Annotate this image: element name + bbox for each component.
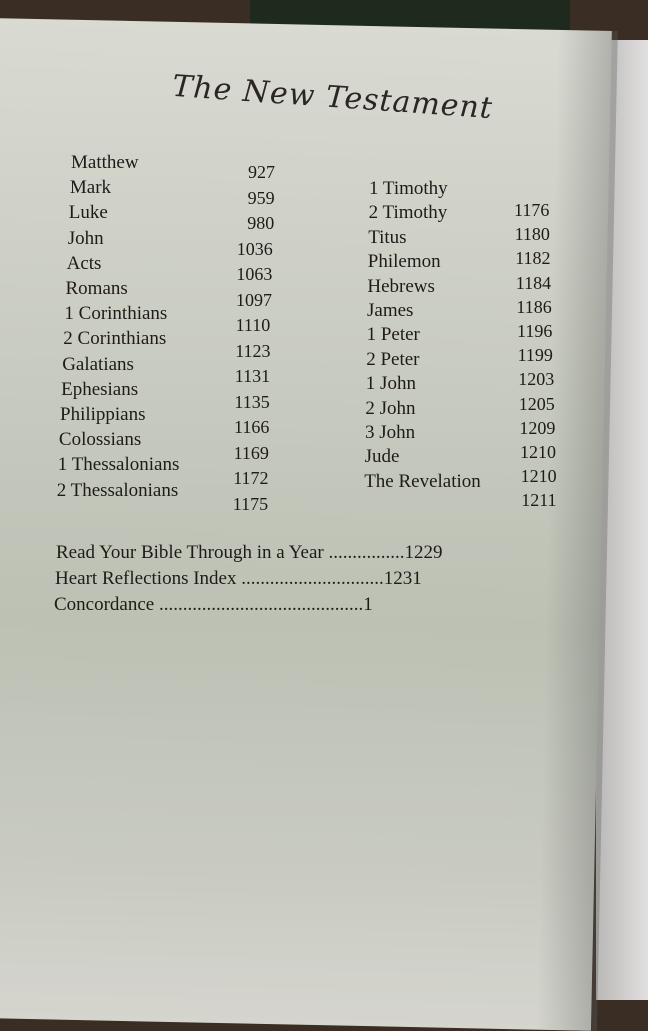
- toc-book-title: John: [67, 227, 104, 249]
- toc-book-title: Ephesians: [61, 378, 139, 400]
- toc-book-title: Philemon: [367, 251, 441, 273]
- index-entry: Heart Reflections Index ................…: [55, 568, 422, 589]
- toc-book-title: Luke: [68, 202, 108, 224]
- toc-book-title: Acts: [66, 252, 102, 274]
- toc-book-title: 1 Thessalonians: [57, 454, 180, 476]
- index-entry: Concordance ............................…: [54, 594, 373, 615]
- toc-book-title: Jude: [364, 446, 400, 468]
- page-title: The New Testament: [171, 68, 495, 127]
- toc-page-number: 927: [248, 162, 275, 182]
- toc-page-number: 1036: [236, 238, 273, 259]
- toc-page-number: 1063: [236, 264, 273, 284]
- toc-book-title: 3 John: [365, 422, 416, 443]
- toc-page-number: 1097: [236, 289, 272, 310]
- toc-book-title: 1 John: [365, 373, 416, 395]
- toc-page-number: 1203: [518, 369, 555, 390]
- toc-page-number: 1205: [518, 393, 555, 414]
- toc-page-number: 1172: [233, 468, 269, 488]
- toc-book-title: 1 Peter: [366, 324, 420, 346]
- toc-page-number: 1210: [520, 442, 556, 462]
- toc-book-title: Philippians: [60, 404, 146, 425]
- toc-page-number: 1175: [232, 493, 269, 514]
- toc-page-number: 1110: [235, 315, 271, 335]
- toc-page-number: 1131: [234, 366, 271, 386]
- toc-page-number: 1184: [515, 272, 552, 293]
- toc-book-title: Titus: [368, 226, 407, 248]
- toc-page-number: 1209: [519, 417, 556, 438]
- toc-page-number: 1211: [521, 490, 557, 511]
- toc-book-title: Romans: [65, 278, 128, 299]
- toc-page-number: 1199: [517, 345, 553, 366]
- toc-page-number: 1166: [234, 417, 270, 437]
- toc-book-title: Hebrews: [367, 275, 435, 297]
- toc-book-title: Galatians: [62, 353, 134, 375]
- toc-book-title: 2 Timothy: [368, 202, 448, 224]
- toc-page-number: 1135: [234, 391, 270, 412]
- toc-page-number: 1210: [520, 466, 557, 487]
- toc-page-number: 959: [247, 187, 275, 208]
- toc-page-number: 1123: [235, 340, 271, 361]
- toc-page-number: 1176: [514, 200, 550, 220]
- toc-book-title: 1 Corinthians: [64, 303, 168, 325]
- toc-book-title: 2 John: [365, 397, 416, 419]
- toc-page-number: 1196: [517, 321, 553, 341]
- toc-page-number: 980: [247, 213, 275, 233]
- toc-book-title: 1 Timothy: [369, 178, 448, 199]
- toc-book-title: 2 Peter: [366, 348, 420, 370]
- toc-book-title: 2 Thessalonians: [56, 479, 179, 501]
- toc-book-title: Mark: [69, 177, 112, 199]
- toc-book-title: James: [367, 300, 414, 321]
- toc-page-number: 1169: [233, 442, 269, 463]
- toc-page-number: 1186: [516, 296, 552, 317]
- contents-page: The New Testament Matthew 927 Mark 959 Luke 9…: [54, 68, 557, 615]
- toc-book-title: Matthew: [71, 152, 139, 173]
- index-entry: Read Your Bible Through in a Year ......…: [56, 542, 443, 563]
- toc-page-number: 1180: [514, 224, 550, 245]
- toc-book-title: 2 Corinthians: [63, 328, 167, 350]
- toc-page-number: 1182: [515, 248, 551, 269]
- toc-book-title: Colossians: [58, 429, 142, 451]
- toc-book-title: The Revelation: [364, 470, 481, 492]
